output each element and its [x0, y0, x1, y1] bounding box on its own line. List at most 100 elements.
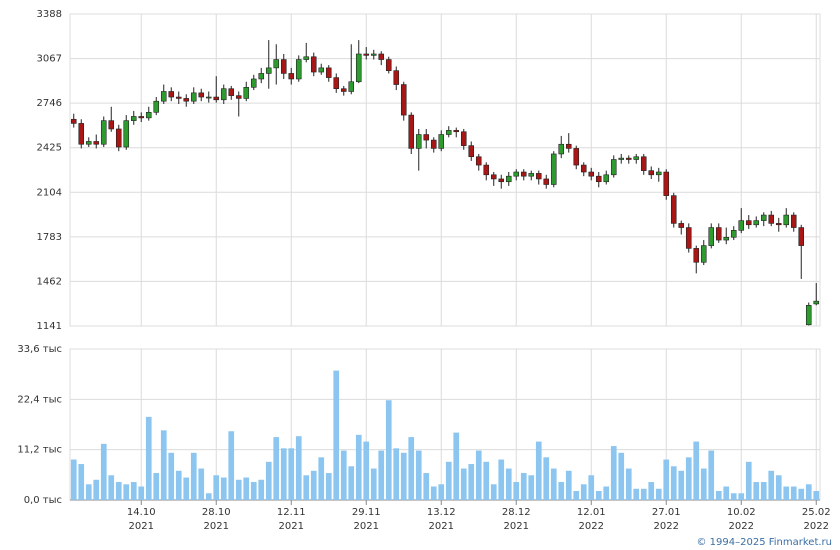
- candle-body: [475, 156, 482, 166]
- volume-bar: [498, 459, 505, 500]
- volume-bar: [273, 437, 280, 500]
- volume-bar: [520, 473, 527, 500]
- candle-body: [513, 171, 520, 177]
- x-tick-label: 25.02: [802, 507, 831, 518]
- x-tick-label: 29.11: [352, 507, 381, 518]
- volume-bar: [760, 482, 767, 500]
- volume-bar: [213, 475, 220, 500]
- x-tick-label: 12.11: [277, 507, 306, 518]
- candle-body: [588, 171, 595, 177]
- x-tick-label: 13.12: [427, 507, 456, 518]
- volume-bar: [423, 473, 430, 500]
- volume-bar: [813, 491, 820, 500]
- volume-bar: [145, 416, 152, 500]
- volume-bar: [618, 452, 625, 500]
- volume-bar: [505, 468, 512, 500]
- candle-body: [655, 171, 662, 176]
- volume-bar: [370, 468, 377, 500]
- volume-bar: [138, 486, 145, 500]
- volume-bar: [798, 488, 805, 500]
- volume-bar: [153, 473, 160, 500]
- volume-bar: [550, 468, 557, 500]
- volume-bar: [610, 446, 617, 500]
- volume-bar: [228, 431, 235, 500]
- volume-bar: [288, 448, 295, 500]
- volume-bar: [408, 437, 415, 500]
- candle-body: [400, 84, 407, 116]
- volume-bar: [115, 482, 122, 500]
- volume-bar: [385, 400, 392, 500]
- volume-bar: [70, 459, 77, 500]
- candle-body: [235, 95, 242, 99]
- candle-body: [490, 174, 497, 180]
- candle-body: [543, 178, 550, 185]
- volume-bar: [603, 486, 610, 500]
- candle-body: [385, 59, 392, 71]
- volume-bar: [738, 493, 745, 500]
- volume-panel: [69, 348, 821, 501]
- volume-bar: [160, 430, 167, 500]
- candle-body: [355, 53, 362, 83]
- volume-bar: [648, 482, 655, 500]
- candle-body: [438, 134, 445, 149]
- candle-body: [288, 73, 295, 80]
- footer: © 1994–2025 Finmarket.ru: [696, 537, 832, 548]
- volume-bar: [708, 450, 715, 500]
- candle-body: [280, 59, 287, 74]
- volume-bar: [715, 491, 722, 500]
- volume-bar: [265, 461, 272, 500]
- volume-bar: [535, 441, 542, 500]
- candle-body: [648, 170, 655, 176]
- y-tick-label: 1462: [37, 276, 62, 287]
- volume-bar: [528, 475, 535, 500]
- x-tick-year: 2021: [429, 521, 454, 532]
- candle-body: [100, 120, 107, 145]
- volume-bar: [490, 484, 497, 500]
- candle-body: [663, 171, 670, 196]
- volume-bar: [348, 466, 355, 500]
- candle-body: [303, 56, 310, 60]
- x-tick-label: 28.10: [202, 507, 231, 518]
- candle-body: [745, 220, 752, 226]
- candle-body: [85, 141, 92, 145]
- volume-bar: [468, 464, 475, 500]
- candle-body: [610, 159, 617, 176]
- volume-bar: [430, 486, 437, 500]
- candle-body: [738, 220, 745, 231]
- candle-body: [340, 88, 347, 92]
- candle-body: [205, 96, 212, 99]
- candle-body: [775, 223, 782, 226]
- candle-body: [370, 53, 377, 56]
- volume-bar: [595, 491, 602, 500]
- y-tick-label: 3388: [37, 9, 62, 20]
- candle-body: [678, 223, 685, 228]
- candle-body: [78, 123, 85, 145]
- volume-bar: [693, 441, 700, 500]
- y-tick-label: 1783: [37, 232, 62, 243]
- volume-bar: [588, 475, 595, 500]
- candle-body: [378, 53, 385, 60]
- candle-body: [573, 148, 580, 166]
- volume-bar: [783, 486, 790, 500]
- volume-bar: [363, 441, 370, 500]
- y2-tick-label: 11,2 тыс: [17, 445, 62, 456]
- candle-body: [123, 120, 130, 148]
- price-panel: [69, 13, 821, 327]
- volume-bar: [700, 468, 707, 500]
- candle-body: [220, 88, 227, 101]
- candle-body: [730, 230, 737, 238]
- candle-body: [700, 245, 707, 263]
- candle-body: [243, 87, 250, 99]
- candle-body: [153, 100, 160, 113]
- candle-body: [760, 214, 767, 221]
- candle-body: [108, 120, 115, 130]
- y-tick-label: 2425: [37, 143, 62, 154]
- candle-body: [415, 134, 422, 149]
- candle-body: [250, 78, 257, 88]
- volume-bar: [805, 484, 812, 500]
- candle-body: [168, 91, 175, 98]
- x-tick-label: 28.12: [502, 507, 531, 518]
- candle-body: [753, 220, 760, 226]
- volume-bar: [325, 473, 332, 500]
- volume-bar: [258, 479, 265, 500]
